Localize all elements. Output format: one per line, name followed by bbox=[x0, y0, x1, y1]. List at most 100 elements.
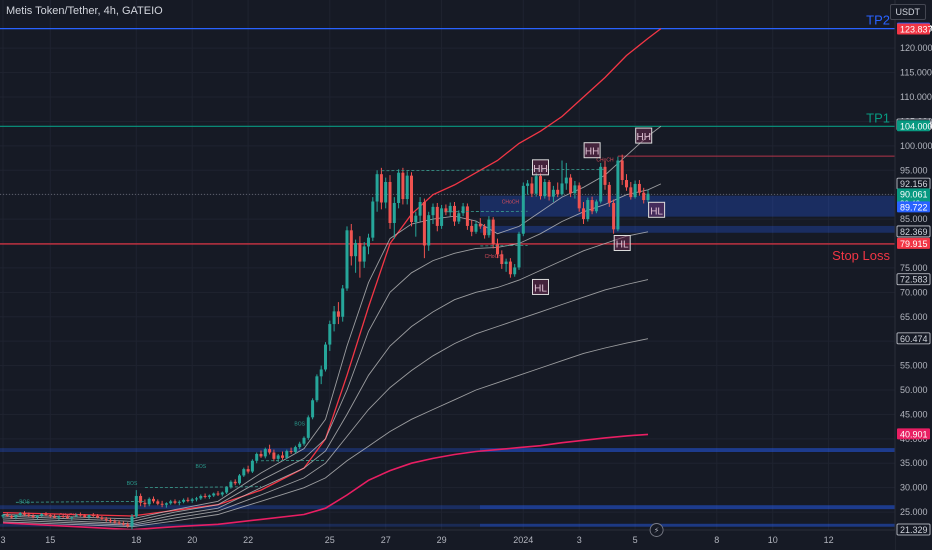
price-label-text: 123.837 bbox=[900, 24, 932, 34]
candle-body bbox=[349, 230, 353, 257]
y-tick-label: 35.000 bbox=[900, 458, 928, 468]
price-label-text: 89.722 bbox=[900, 202, 928, 212]
ema-white-4 bbox=[2, 279, 649, 526]
candle-body bbox=[616, 160, 620, 230]
price-label-box bbox=[896, 225, 931, 238]
x-tick-label: 25 bbox=[325, 535, 335, 545]
candle-body bbox=[152, 498, 155, 502]
candle-body bbox=[281, 455, 284, 458]
price-label-box bbox=[897, 201, 930, 213]
candle-body bbox=[496, 244, 499, 255]
x-tick-label: 15 bbox=[45, 535, 55, 545]
candle-body bbox=[577, 185, 581, 209]
candle-body bbox=[345, 230, 349, 289]
candle-body bbox=[336, 311, 340, 317]
currency-button[interactable]: USDT bbox=[889, 4, 926, 20]
candle-body bbox=[625, 180, 628, 188]
candle-body bbox=[569, 177, 573, 194]
candle-body bbox=[268, 449, 272, 453]
candle-body bbox=[225, 487, 229, 493]
candle-body bbox=[113, 521, 117, 523]
symbol-title: Metis Token/Tether, 4h, GATEIO bbox=[6, 5, 163, 17]
price-label-text: 104.000 bbox=[900, 121, 932, 131]
candle-body bbox=[233, 481, 237, 484]
candle-body bbox=[603, 166, 607, 185]
candle-body bbox=[590, 200, 594, 212]
x-tick-label: 3 bbox=[577, 535, 582, 545]
candle-body bbox=[302, 437, 306, 444]
candle-body bbox=[186, 499, 190, 501]
candle-body bbox=[207, 495, 211, 497]
candle-body bbox=[255, 453, 259, 461]
candle-body bbox=[285, 451, 289, 458]
candle-body bbox=[121, 523, 125, 525]
level-label: Stop Loss bbox=[832, 248, 890, 263]
candle-body bbox=[521, 185, 525, 234]
candle-body bbox=[199, 495, 203, 499]
swing-label-text: HH bbox=[636, 132, 650, 143]
x-tick-label: 2024 bbox=[513, 535, 533, 545]
candle-body bbox=[27, 514, 31, 516]
candle-body bbox=[410, 175, 413, 223]
candle-body bbox=[31, 515, 35, 517]
price-label-text: 90.061 bbox=[900, 189, 928, 199]
x-tick-label: 10 bbox=[768, 535, 778, 545]
candle-body bbox=[203, 495, 207, 497]
y-tick-label: 85.000 bbox=[900, 214, 928, 224]
candle-body bbox=[96, 515, 100, 518]
candle-body bbox=[478, 223, 482, 227]
lightning-icon: ⚡ bbox=[654, 526, 660, 535]
candle-body bbox=[594, 201, 598, 212]
candle-body bbox=[212, 493, 216, 496]
candle-body bbox=[358, 243, 362, 262]
swing-label-box bbox=[583, 142, 601, 159]
candle-body bbox=[319, 369, 323, 377]
candle-body bbox=[435, 206, 439, 226]
candle-body bbox=[371, 201, 375, 238]
demand-zone bbox=[0, 505, 895, 510]
candle-body bbox=[117, 522, 121, 524]
candle-body bbox=[491, 219, 495, 245]
candle-body bbox=[195, 498, 198, 500]
candle-body bbox=[332, 311, 336, 325]
level-label: TP1 bbox=[866, 110, 890, 125]
candle-body bbox=[306, 417, 310, 438]
candle-body bbox=[448, 205, 452, 213]
candle-body bbox=[564, 177, 568, 184]
candle-body bbox=[517, 233, 521, 268]
candle-body bbox=[182, 499, 186, 502]
candle-body bbox=[427, 215, 431, 246]
candle-body bbox=[629, 187, 633, 198]
candle-body bbox=[444, 208, 448, 213]
ema-magenta bbox=[2, 433, 649, 531]
candle-body bbox=[14, 515, 18, 518]
structure-label: CHoCH bbox=[59, 513, 77, 519]
candle-body bbox=[457, 213, 461, 222]
candle-body bbox=[40, 514, 44, 516]
candle-body bbox=[238, 475, 241, 484]
candle-body bbox=[156, 501, 160, 504]
swing-label-box bbox=[648, 201, 666, 218]
candle-body bbox=[311, 400, 315, 418]
candle-body bbox=[388, 181, 392, 223]
price-label-box bbox=[896, 273, 931, 286]
price-label-text: 79.915 bbox=[900, 239, 928, 249]
x-tick-label: 8 bbox=[714, 535, 719, 545]
x-tick-label: 3 bbox=[0, 535, 5, 545]
demand-zone bbox=[0, 523, 895, 527]
candle-body bbox=[263, 449, 267, 457]
candle-body bbox=[573, 185, 577, 194]
swing-label-text: HH bbox=[585, 147, 599, 158]
candle-body bbox=[324, 344, 327, 370]
candle-body bbox=[173, 501, 177, 503]
candle-body bbox=[642, 192, 646, 201]
candle-body bbox=[504, 261, 508, 265]
candle-body bbox=[474, 223, 478, 232]
structure-label: BOS bbox=[294, 422, 305, 428]
candle-body bbox=[57, 515, 61, 518]
candle-body bbox=[513, 267, 517, 275]
candle-body bbox=[91, 515, 95, 517]
structure-label: BOS bbox=[196, 464, 207, 470]
